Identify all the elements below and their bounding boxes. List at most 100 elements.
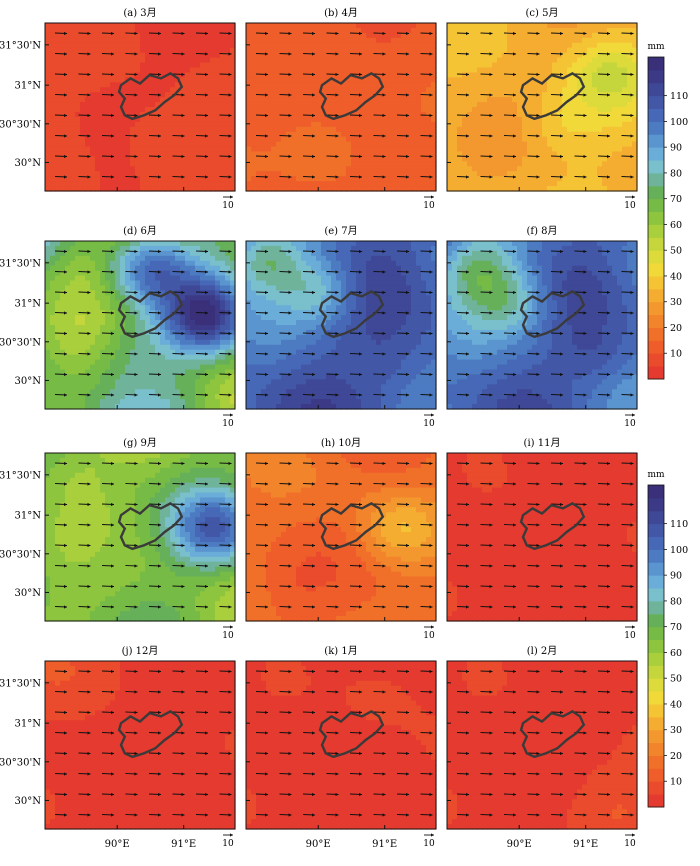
field-cell <box>170 107 176 113</box>
field-cell <box>361 67 367 74</box>
y-tick-label: 30°N <box>15 158 42 169</box>
field-cell <box>326 42 332 49</box>
field-cell <box>185 146 191 153</box>
field-cell <box>95 290 101 296</box>
field-cell <box>75 52 81 59</box>
field-cell <box>185 77 191 83</box>
field-cell <box>150 315 156 321</box>
field-cell <box>482 23 488 29</box>
field-cell <box>100 72 106 78</box>
field-cell <box>160 161 166 167</box>
field-cell <box>306 186 312 192</box>
field-cell <box>80 305 86 311</box>
field-cell <box>281 186 287 192</box>
wind-vector-head <box>382 93 386 97</box>
field-cell <box>296 146 302 153</box>
wind-vector-head <box>630 134 634 138</box>
field-cell <box>195 186 201 192</box>
field-cell <box>70 32 76 39</box>
field-cell <box>230 107 236 113</box>
field-cell <box>622 72 628 78</box>
field-cell <box>336 62 342 69</box>
field-cell <box>416 136 422 143</box>
field-cell <box>366 136 372 143</box>
wind-vector-head <box>158 154 161 159</box>
field-cell <box>230 290 236 296</box>
field-cell <box>316 176 322 182</box>
field-cell <box>170 136 176 143</box>
field-cell <box>326 97 332 103</box>
field-cell <box>50 250 56 257</box>
field-cell <box>50 305 56 311</box>
field-cell <box>80 260 86 267</box>
field-cell <box>140 245 146 252</box>
wind-vector-head <box>265 72 268 77</box>
field-cell <box>602 166 608 172</box>
field-cell <box>170 280 176 287</box>
field-cell <box>90 270 96 277</box>
field-cell <box>130 82 136 88</box>
field-cell <box>165 82 171 88</box>
wind-vector-head <box>205 175 208 179</box>
field-cell <box>266 146 272 153</box>
wind-vector-head <box>288 52 292 56</box>
field-cell <box>336 181 342 187</box>
field-cell <box>70 156 76 162</box>
field-cell <box>577 107 583 113</box>
field-cell <box>296 136 302 143</box>
field-cell <box>60 102 66 108</box>
field-cell <box>346 32 352 39</box>
field-cell <box>617 126 623 133</box>
field-cell <box>205 280 211 287</box>
field-cell <box>210 92 216 98</box>
field-cell <box>45 186 51 192</box>
wind-vector-head <box>335 134 339 138</box>
field-cell <box>65 131 71 138</box>
field-cell <box>301 67 307 74</box>
field-cell <box>321 27 327 34</box>
field-cell <box>276 32 282 39</box>
field-cell <box>135 87 141 93</box>
field-cell <box>361 111 367 118</box>
field-cell <box>85 82 91 88</box>
field-cell <box>150 107 156 113</box>
field-cell <box>65 82 71 88</box>
field-cell <box>296 27 302 34</box>
field-cell <box>572 23 578 29</box>
field-cell <box>291 42 297 49</box>
field-cell <box>361 176 367 182</box>
field-cell <box>155 250 161 257</box>
field-cell <box>230 23 236 29</box>
field-cell <box>562 32 568 39</box>
field-cell <box>462 156 468 162</box>
field-cell <box>215 121 221 128</box>
field-cell <box>467 141 473 148</box>
field-cell <box>215 52 221 59</box>
field-cell <box>140 62 146 69</box>
field-cell <box>45 42 51 49</box>
field-cell <box>316 72 322 78</box>
field-cell <box>492 37 498 44</box>
field-cell <box>261 23 267 29</box>
field-cell <box>130 241 136 247</box>
field-cell <box>356 171 362 177</box>
field-cell <box>220 23 226 29</box>
field-cell <box>115 280 121 287</box>
wind-vector-head <box>134 31 138 36</box>
field-cell <box>225 156 231 162</box>
field-cell <box>210 136 216 143</box>
field-cell <box>205 166 211 172</box>
field-cell <box>452 181 458 187</box>
field-cell <box>552 141 558 148</box>
field-cell <box>597 161 603 167</box>
field-cell <box>220 42 226 49</box>
field-cell <box>522 77 528 83</box>
wind-vector-head <box>335 93 339 97</box>
field-cell <box>110 136 116 143</box>
field-cell <box>220 131 226 138</box>
field-cell <box>200 107 206 113</box>
field-cell <box>391 67 397 74</box>
field-cell <box>622 87 628 93</box>
field-cell <box>125 67 131 74</box>
field-cell <box>175 47 181 54</box>
